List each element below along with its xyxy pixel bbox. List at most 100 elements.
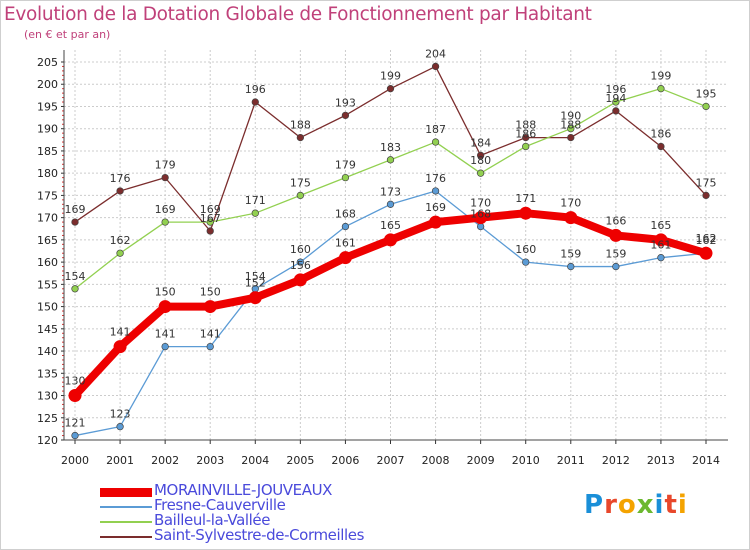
data-label: 188 xyxy=(290,119,311,132)
series-group xyxy=(68,62,713,440)
logo-letter: x xyxy=(636,490,655,520)
data-point xyxy=(519,206,533,220)
data-label: 165 xyxy=(650,219,671,232)
x-tick-label: 2000 xyxy=(61,454,89,467)
y-tick-label: 195 xyxy=(37,100,58,113)
data-label: 199 xyxy=(650,70,671,83)
data-label: 204 xyxy=(425,47,446,60)
data-label: 123 xyxy=(110,408,131,421)
data-label: 161 xyxy=(335,237,356,250)
data-label: 176 xyxy=(110,172,131,185)
y-tick-label: 170 xyxy=(37,212,58,225)
chart-title: Evolution de la Dotation Globale de Fonc… xyxy=(4,4,592,25)
data-point xyxy=(657,254,665,262)
grid xyxy=(64,50,728,441)
x-tick-label: 2006 xyxy=(331,454,359,467)
data-point xyxy=(206,227,214,235)
logo-letter: P xyxy=(584,490,605,520)
logo-letter: i xyxy=(654,490,665,520)
x-tick-label: 2004 xyxy=(241,454,269,467)
y-tick-label: 130 xyxy=(37,390,58,403)
data-label: 196 xyxy=(605,83,626,96)
data-label: 188 xyxy=(515,119,536,132)
legend: MORAINVILLE-JOUVEAUX Fresne-Cauverville Ba… xyxy=(100,481,420,544)
x-tick-label: 2014 xyxy=(692,454,720,467)
data-point xyxy=(161,173,169,182)
data-label: 154 xyxy=(65,270,86,283)
data-label: 175 xyxy=(290,176,311,189)
data-point xyxy=(206,218,214,226)
x-tick-label: 2002 xyxy=(151,454,179,467)
data-label: 170 xyxy=(470,197,491,210)
x-tick-label: 2010 xyxy=(512,454,540,467)
data-label: 196 xyxy=(245,83,266,96)
data-point xyxy=(476,151,485,160)
data-label: 141 xyxy=(110,326,131,339)
data-label: 169 xyxy=(425,201,446,214)
data-point xyxy=(71,285,79,293)
data-point xyxy=(386,85,395,93)
data-label: 166 xyxy=(605,214,626,227)
data-label: 167 xyxy=(200,212,221,225)
y-tick-label: 150 xyxy=(37,301,58,314)
data-label: 130 xyxy=(65,375,86,388)
data-label: 171 xyxy=(515,192,536,205)
data-label: 186 xyxy=(650,127,671,140)
data-label: 168 xyxy=(335,208,356,221)
logo-letter: r xyxy=(604,490,618,520)
data-label: 173 xyxy=(380,185,401,198)
data-label: 162 xyxy=(696,234,717,247)
data-label: 199 xyxy=(380,70,401,83)
data-point xyxy=(206,342,214,351)
data-point xyxy=(251,98,259,106)
y-tick-label: 125 xyxy=(37,412,58,425)
data-label: 193 xyxy=(335,96,356,109)
data-point xyxy=(296,133,305,142)
data-label: 152 xyxy=(245,277,266,290)
data-label: 179 xyxy=(335,159,356,172)
data-label: 179 xyxy=(155,159,176,172)
legend-item: MORAINVILLE-JOUVEAUX xyxy=(100,481,420,499)
data-point xyxy=(341,173,350,182)
x-tick-label: 2005 xyxy=(286,454,314,467)
data-label: 169 xyxy=(65,203,86,216)
legend-label: Fresne-Cauverville xyxy=(154,496,286,514)
data-label: 170 xyxy=(560,197,581,210)
data-point xyxy=(476,222,485,231)
data-point xyxy=(657,85,665,93)
data-label: 154 xyxy=(245,270,266,283)
data-point xyxy=(564,211,578,225)
data-label: 161 xyxy=(650,239,671,252)
data-point xyxy=(71,218,79,226)
data-point xyxy=(429,215,443,229)
data-label: 159 xyxy=(560,248,581,261)
logo-letter: o xyxy=(617,490,637,520)
data-point xyxy=(71,431,79,440)
data-label: 121 xyxy=(65,417,86,430)
data-label: 183 xyxy=(380,141,401,154)
data-point xyxy=(386,200,395,208)
data-point xyxy=(567,262,575,271)
data-point xyxy=(431,62,440,71)
data-point xyxy=(567,125,575,133)
data-label: 159 xyxy=(605,248,626,261)
data-label: 171 xyxy=(245,194,266,207)
data-point xyxy=(68,389,82,403)
data-point xyxy=(386,156,395,164)
data-point xyxy=(161,218,169,226)
legend-label: Saint-Sylvestre-de-Cormeilles xyxy=(154,526,365,544)
legend-item: Bailleul-la-Vallée xyxy=(100,511,420,529)
data-point xyxy=(612,98,620,106)
legend-label: Bailleul-la-Vallée xyxy=(154,511,271,529)
y-tick-label: 165 xyxy=(37,234,58,247)
data-point xyxy=(116,249,124,257)
data-label: 162 xyxy=(696,232,717,245)
legend-item: Fresne-Cauverville xyxy=(100,496,420,514)
data-point xyxy=(654,233,668,247)
data-point xyxy=(522,258,530,266)
y-tick-label: 120 xyxy=(37,434,58,447)
y-tick-label: 205 xyxy=(37,56,58,69)
data-label: 195 xyxy=(696,87,717,100)
